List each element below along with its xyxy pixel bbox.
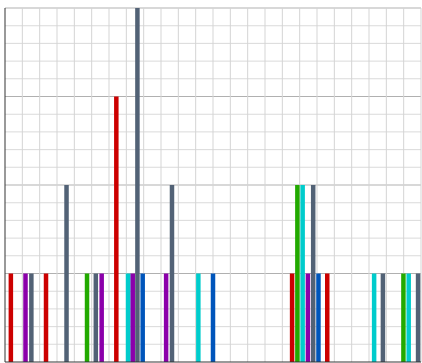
- bar: [380, 273, 386, 362]
- bar: [125, 273, 131, 362]
- bar: [99, 273, 104, 362]
- bar: [43, 273, 49, 362]
- grid: [4, 7, 422, 363]
- bar: [169, 185, 175, 362]
- bar: [114, 96, 119, 362]
- bar: [196, 273, 201, 362]
- bar: [406, 273, 411, 362]
- bar: [29, 273, 34, 362]
- bar: [325, 273, 330, 362]
- bar: [210, 273, 216, 362]
- bar: [316, 273, 321, 362]
- bar: [130, 273, 135, 362]
- axes: [4, 8, 421, 363]
- bar: [289, 273, 295, 362]
- bar: [295, 185, 300, 362]
- bar: [64, 185, 69, 362]
- bar: [305, 273, 311, 362]
- bar: [371, 273, 377, 362]
- bar: [163, 273, 169, 362]
- bars: [8, 8, 421, 362]
- bar: [84, 273, 90, 362]
- bar: [401, 273, 406, 362]
- bar: [415, 273, 421, 362]
- bar: [310, 185, 316, 362]
- bar: [8, 273, 14, 362]
- bar: [135, 8, 140, 362]
- bar: [140, 273, 145, 362]
- bar: [300, 185, 305, 362]
- bar: [93, 273, 99, 362]
- bar: [23, 273, 28, 362]
